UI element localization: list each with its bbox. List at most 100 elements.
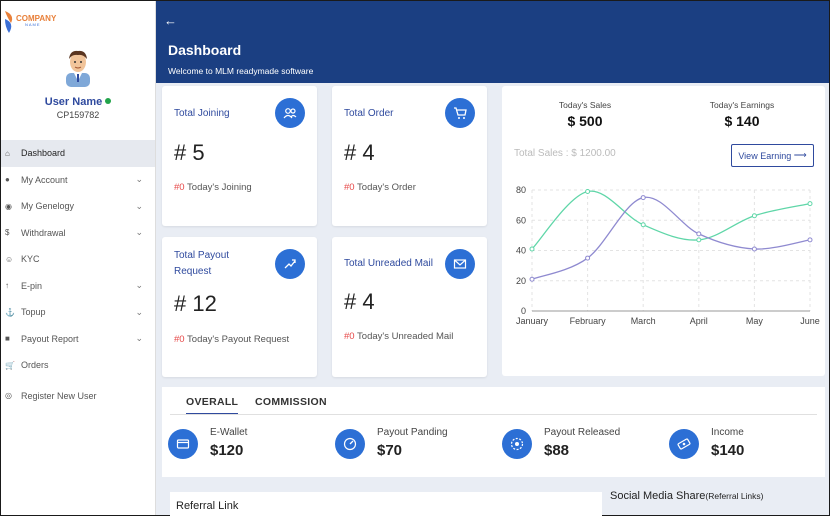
card-value: # 4	[344, 140, 375, 165]
wallet-icon	[168, 429, 198, 459]
card-title: Total Payout Request	[174, 250, 230, 277]
avatar[interactable]	[58, 47, 98, 87]
x-tick-label: April	[690, 316, 708, 326]
sidebar-item-label: Register New User	[21, 390, 97, 401]
sidebar-item-register-new-user[interactable]: ◎ Register New User	[1, 383, 155, 410]
sidebar-item-label: E-pin	[21, 280, 43, 291]
brand-sub: NAME	[25, 22, 41, 27]
sidebar-item-label: Payout Report	[21, 333, 79, 344]
sidebar-item-label: Dashboard	[21, 148, 66, 159]
page-title: Dashboard	[168, 42, 242, 58]
brand-logo[interactable]: COMPANY NAME	[1, 1, 155, 41]
stat-value: $140	[711, 442, 745, 459]
sidebar-item-dashboard[interactable]: ⌂ Dashboard	[1, 140, 155, 167]
chevron-down-icon[interactable]: ⌄	[135, 306, 143, 317]
y-tick-label: 20	[516, 276, 526, 286]
series-point-1	[751, 213, 757, 219]
stat-value: $88	[544, 442, 570, 459]
sidebar-item-topup[interactable]: ⚓ Topup ⌄	[1, 299, 155, 326]
stat-label: Income	[711, 427, 744, 438]
money-icon	[669, 429, 699, 459]
chevron-down-icon[interactable]: ⌄	[135, 227, 143, 238]
referral-link-title: Referral Link	[170, 492, 602, 516]
header: ← Dashboard Welcome to MLM readymade sof…	[156, 1, 829, 83]
sidebar-item-my-genelogy[interactable]: ◉ My Genelogy ⌄	[1, 193, 155, 220]
brand-name: COMPANY	[16, 14, 57, 23]
series-point-1	[807, 201, 813, 207]
payout-icon	[275, 249, 305, 279]
card-value: # 4	[344, 289, 375, 314]
sidebar-item-withdrawal[interactable]: $ Withdrawal ⌄	[1, 220, 155, 247]
card-sub: #0 Today's Unreaded Mail	[344, 331, 454, 342]
sidebar-item-e-pin[interactable]: ↑ E-pin ⌄	[1, 273, 155, 300]
series-point-2	[640, 195, 646, 201]
online-status-icon	[105, 98, 112, 104]
stat-value: $70	[377, 442, 403, 459]
user-name: User Name	[1, 96, 155, 108]
series-point-2	[529, 276, 535, 282]
tab-overall[interactable]: OVERALL	[186, 396, 239, 415]
chevron-down-icon[interactable]: ⌄	[135, 280, 143, 291]
back-arrow-icon[interactable]: ←	[164, 13, 177, 28]
cart-icon	[445, 98, 475, 128]
y-tick-label: 40	[516, 246, 526, 256]
chevron-down-icon[interactable]: ⌄	[135, 200, 143, 211]
overview-panel: OVERALL COMMISSION E-Wallet $120 Payout …	[162, 387, 825, 477]
stat-label: Payout Released	[544, 427, 621, 438]
pin-icon: ↑	[5, 281, 9, 291]
sidebar-item-my-account[interactable]: ● My Account ⌄	[1, 167, 155, 194]
total-joining-card[interactable]: Total Joining # 5 #0 Today's Joining	[162, 86, 317, 226]
x-tick-label: May	[746, 316, 764, 326]
page-subtitle: Welcome to MLM readymade software	[168, 66, 314, 76]
sidebar-item-orders[interactable]: 🛒 Orders	[1, 352, 155, 379]
social-media-share-title: Social Media Share(Referral Links)	[610, 490, 764, 502]
gauge-icon	[335, 429, 365, 459]
arrow-right-icon: ⟶	[793, 150, 807, 160]
sidebar-item-label: My Account	[21, 174, 68, 185]
card-title: Total Order	[344, 108, 394, 119]
users-icon: ●	[5, 175, 10, 185]
chevron-down-icon[interactable]: ⌄	[135, 333, 143, 344]
x-tick-label: January	[516, 316, 549, 326]
total-mail-card[interactable]: Total Unreaded Mail # 4 #0 Today's Unrea…	[332, 237, 487, 377]
series-point-1	[585, 189, 591, 195]
sidebar-item-kyc[interactable]: ☺ KYC	[1, 246, 155, 273]
series-point-2	[751, 246, 757, 252]
series-point-1	[696, 237, 702, 243]
home-icon: ⌂	[5, 148, 10, 158]
tab-commission[interactable]: COMMISSION	[255, 396, 327, 408]
card-sub: #0 Today's Order	[344, 182, 416, 193]
register-icon: ◎	[5, 391, 12, 401]
sidebar-item-label: Withdrawal	[21, 227, 66, 238]
ship-icon: ⚓	[5, 307, 15, 317]
logo-icon	[5, 11, 13, 33]
sidebar-item-payout-report[interactable]: ■ Payout Report ⌄	[1, 326, 155, 353]
series-point-2	[807, 237, 813, 243]
y-tick-label: 0	[521, 306, 526, 316]
sidebar-item-label: Orders	[21, 360, 49, 371]
today-sales-label: Today's Sales	[558, 100, 612, 110]
x-tick-label: February	[570, 316, 607, 326]
view-earning-button[interactable]: View Earning ⟶	[731, 144, 814, 167]
tree-icon: ◉	[5, 201, 12, 211]
series-point-2	[585, 255, 591, 261]
chevron-down-icon[interactable]: ⌄	[135, 174, 143, 185]
x-tick-label: June	[800, 316, 820, 326]
total-order-card[interactable]: Total Order # 4 #0 Today's Order	[332, 86, 487, 226]
y-tick-label: 80	[516, 185, 526, 195]
total-payout-card[interactable]: Total Payout Request # 12 #0 Today's Pay…	[162, 237, 317, 377]
today-sales-value: $ 500	[567, 113, 603, 129]
sales-line-chart: 0 20 40 60 80 January February March April May Jun…	[516, 185, 820, 326]
sidebar-menu: ⌂ Dashboard ● My Account ⌄ ◉ My Genelogy ⌄ $ With…	[1, 140, 155, 409]
user-id: CP159782	[56, 110, 100, 120]
card-title: Total Joining	[174, 108, 230, 119]
today-earnings-value: $ 140	[724, 113, 760, 129]
dollar-icon: $	[5, 228, 10, 238]
sidebar-item-label: My Genelogy	[21, 201, 75, 212]
users-icon	[275, 98, 305, 128]
sales-card: Today's Sales $ 500 Today's Earnings $ 1…	[502, 86, 825, 376]
stat-label: Payout Panding	[377, 427, 448, 438]
series-point-1	[640, 222, 646, 228]
release-icon	[502, 429, 532, 459]
user-check-icon: ☺	[5, 254, 14, 264]
